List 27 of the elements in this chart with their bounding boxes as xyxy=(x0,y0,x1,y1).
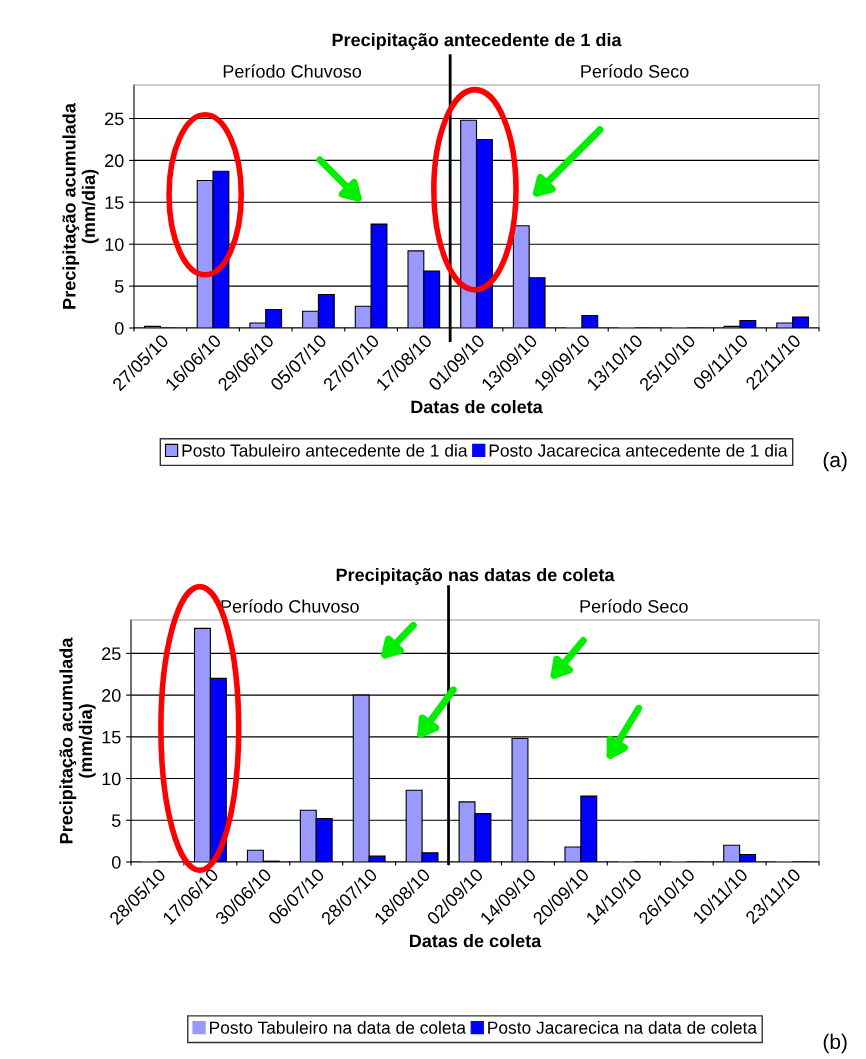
y-tick-label: 5 xyxy=(111,814,121,827)
y-tick-label: 10 xyxy=(105,238,124,251)
y-tick-label: 25 xyxy=(105,112,124,126)
text: Período Seco xyxy=(580,599,688,613)
y-tick-label: 15 xyxy=(102,730,121,744)
y-tick-label: 20 xyxy=(105,154,124,168)
text: Período Chuvoso xyxy=(223,64,362,78)
text: Período Seco xyxy=(581,64,689,78)
legend-label: Posto Jacarecica na data de coleta xyxy=(488,1021,758,1034)
chart-title: Precipitação antecedente de 1 dia xyxy=(332,33,622,50)
y-tick-label: 25 xyxy=(102,647,121,661)
text: (a) xyxy=(823,451,847,472)
legend-label: Posto Tabuleiro antecedente de 1 dia xyxy=(182,443,468,457)
y-tick-label: 20 xyxy=(102,689,121,702)
y-tick-label: 10 xyxy=(102,772,121,786)
text: (b) xyxy=(823,1033,847,1054)
y-tick-label: 15 xyxy=(105,196,124,210)
legend-label: Posto Jacarecica antecedente de 1 dia xyxy=(489,443,788,457)
y-axis-title: Precipitação acumulada (mm/dia) xyxy=(59,637,96,844)
x-axis-title: Datas de coleta xyxy=(409,934,542,948)
chart-title: Precipitação nas datas de coleta xyxy=(336,568,615,585)
y-tick-label: 0 xyxy=(111,855,121,869)
x-axis-title: Datas de coleta xyxy=(411,400,543,414)
legend-label: Posto Tabuleiro na data de coleta xyxy=(210,1021,466,1034)
y-tick-label: 5 xyxy=(114,280,124,293)
y-axis-title: Precipitação acumulada (mm/dia) xyxy=(62,103,99,309)
y-tick-label: 0 xyxy=(114,321,124,335)
